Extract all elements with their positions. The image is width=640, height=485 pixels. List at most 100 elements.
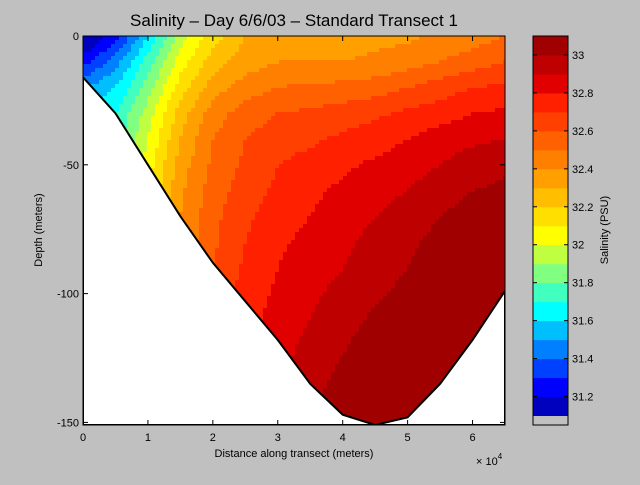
contour-cell [183,60,188,65]
contour-cell [315,148,320,153]
contour-cell [291,144,296,149]
contour-cell [243,128,248,133]
contour-cell [219,216,224,221]
contour-cell [455,160,460,165]
contour-cell [427,220,432,225]
contour-cell [131,48,136,53]
contour-cell [159,56,164,61]
contour-cell [475,72,480,77]
contour-cell [383,156,388,161]
contour-cell [207,96,212,101]
contour-cell [263,160,268,165]
contour-cell [171,156,176,161]
contour-cell [239,180,244,185]
contour-cell [499,208,504,213]
contour-cell [495,116,500,121]
contour-cell [475,136,480,141]
contour-cell [127,124,132,129]
contour-cell [439,52,444,57]
contour-cell [211,76,216,81]
contour-cell [395,192,400,197]
contour-cell [347,108,352,113]
contour-cell [195,148,200,153]
contour-cell [367,104,372,109]
contour-cell [463,140,468,145]
contour-cell [303,92,308,97]
contour-cell [423,148,428,153]
contour-cell [311,144,316,149]
contour-cell [83,44,88,49]
contour-cell [195,216,200,221]
contour-cell [243,116,248,121]
contour-cell [479,52,484,57]
contour-cell [175,52,180,57]
contour-cell [195,144,200,149]
contour-cell [283,40,288,45]
contour-cell [463,112,468,117]
contour-cell [419,124,424,129]
contour-cell [471,116,476,121]
contour-cell [499,88,504,93]
contour-cell [459,132,464,137]
contour-cell [131,36,136,41]
contour-cell [271,200,276,205]
contour-cell [295,40,300,45]
contour-cell [475,68,480,73]
contour-cell [295,104,300,109]
contour-cell [175,40,180,45]
contour-cell [475,64,480,69]
contour-cell [391,192,396,197]
contour-cell [183,104,188,109]
contour-cell [471,132,476,137]
contour-cell [131,88,136,93]
contour-cell [351,124,356,129]
contour-cell [187,160,192,165]
contour-cell [175,76,180,81]
contour-cell [251,140,256,145]
contour-cell [271,144,276,149]
contour-cell [479,96,484,101]
contour-cell [495,104,500,109]
contour-cell [167,192,172,197]
contour-cell [271,48,276,53]
contour-cell [291,64,296,69]
contour-cell [419,148,424,153]
contour-cell [471,180,476,185]
contour-cell [347,124,352,129]
contour-cell [303,144,308,149]
contour-cell [303,156,308,161]
contour-cell [227,76,232,81]
contour-cell [431,92,436,97]
contour-cell [179,176,184,181]
contour-cell [307,200,312,205]
contour-cell [355,112,360,117]
contour-cell [151,140,156,145]
contour-cell [419,76,424,81]
contour-cell [387,108,392,113]
contour-cell [179,136,184,141]
contour-cell [351,40,356,45]
contour-cell [203,204,208,209]
contour-cell [315,36,320,41]
contour-cell [275,188,280,193]
contour-cell [403,76,408,81]
contour-cell [367,152,372,157]
contour-cell [303,68,308,73]
contour-cell [283,80,288,85]
contour-cell [463,180,468,185]
contour-cell [123,52,128,57]
contour-cell [155,44,160,49]
contour-cell [499,72,504,77]
contour-cell [267,120,272,125]
contour-cell [251,64,256,69]
contour-cell [255,180,260,185]
contour-cell [183,100,188,105]
contour-cell [219,136,224,141]
contour-cell [467,144,472,149]
contour-cell [167,116,172,121]
contour-cell [183,76,188,81]
contour-cell [351,76,356,81]
contour-cell [323,68,328,73]
contour-cell [427,216,432,221]
contour-cell [487,216,492,221]
